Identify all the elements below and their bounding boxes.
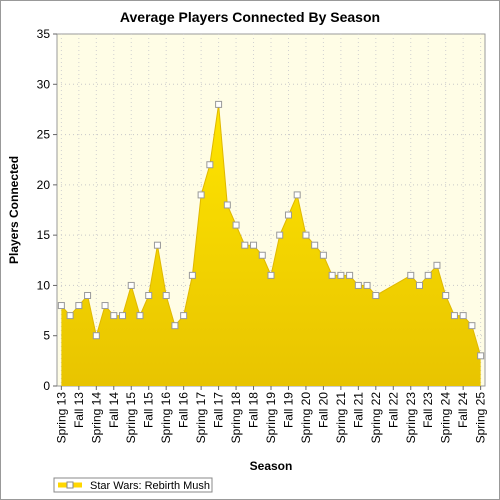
y-tick-label: 15 xyxy=(37,228,51,242)
data-point xyxy=(477,352,485,360)
data-point xyxy=(442,291,450,299)
data-point xyxy=(232,221,240,229)
x-tick-label: Fall 23 xyxy=(421,392,435,428)
y-tick-label: 35 xyxy=(37,27,51,41)
x-tick-label: Spring 21 xyxy=(334,392,348,444)
legend: Star Wars: Rebirth Mush xyxy=(53,477,213,493)
data-point xyxy=(267,271,275,279)
y-axis: 0 5 10 15 20 25 30 35 xyxy=(37,27,57,393)
data-point xyxy=(433,261,441,269)
data-point xyxy=(407,271,415,279)
data-point xyxy=(171,322,179,330)
x-tick-label: Spring 16 xyxy=(159,392,173,444)
data-point xyxy=(319,251,327,259)
data-point xyxy=(92,332,100,340)
data-point xyxy=(459,312,467,320)
data-point xyxy=(293,191,301,199)
data-point xyxy=(153,241,161,249)
data-point xyxy=(241,241,249,249)
x-tick-label: Fall 24 xyxy=(456,392,470,428)
data-point xyxy=(223,201,231,209)
data-point xyxy=(145,291,153,299)
data-point xyxy=(276,231,284,239)
x-tick-label: Spring 23 xyxy=(404,392,418,444)
data-point xyxy=(424,271,432,279)
y-axis-title: Players Connected xyxy=(7,156,21,264)
legend-label: Star Wars: Rebirth Mush xyxy=(90,480,210,492)
data-point xyxy=(84,291,92,299)
x-tick-label: Spring 15 xyxy=(124,392,138,444)
data-point xyxy=(328,271,336,279)
x-tick-label: Fall 14 xyxy=(107,392,121,428)
x-tick-label: Fall 16 xyxy=(177,392,191,428)
data-point xyxy=(188,271,196,279)
y-tick-label: 0 xyxy=(43,379,50,393)
data-point xyxy=(119,312,127,320)
x-tick-label: Spring 17 xyxy=(194,392,208,444)
x-tick-label: Fall 17 xyxy=(212,392,226,428)
legend-swatch-marker xyxy=(66,481,74,489)
data-point xyxy=(258,251,266,259)
area-fill xyxy=(61,104,481,387)
data-point xyxy=(206,161,214,169)
y-tick-label: 5 xyxy=(43,329,50,343)
data-point xyxy=(197,191,205,199)
x-tick-label: Fall 22 xyxy=(386,392,400,428)
x-tick-label: Fall 13 xyxy=(72,392,86,428)
data-point xyxy=(215,100,223,108)
x-tick-label: Spring 22 xyxy=(369,392,383,444)
chart-title: Average Players Connected By Season xyxy=(120,9,380,25)
data-point xyxy=(101,302,109,310)
data-point xyxy=(250,241,258,249)
y-tick-label: 30 xyxy=(37,77,51,91)
data-point xyxy=(162,291,170,299)
data-point xyxy=(337,271,345,279)
x-tick-label: Spring 20 xyxy=(299,392,313,444)
x-tick-label: Spring 19 xyxy=(264,392,278,444)
x-tick-label: Fall 18 xyxy=(247,392,261,428)
y-tick-label: 25 xyxy=(37,128,51,142)
data-point xyxy=(372,291,380,299)
data-point xyxy=(127,281,135,289)
y-tick-label: 20 xyxy=(37,178,51,192)
legend-box xyxy=(53,477,213,493)
x-tick-label: Fall 21 xyxy=(351,392,365,428)
data-point xyxy=(311,241,319,249)
data-point xyxy=(363,281,371,289)
x-tick-label: Fall 19 xyxy=(281,392,295,428)
data-point xyxy=(346,271,354,279)
x-tick-label: Spring 24 xyxy=(439,392,453,444)
data-point xyxy=(66,312,74,320)
data-point xyxy=(302,231,310,239)
x-tick-label: Spring 18 xyxy=(229,392,243,444)
x-tick-label: Spring 14 xyxy=(89,392,103,444)
series-markers xyxy=(57,100,485,360)
x-tick-label: Fall 15 xyxy=(142,392,156,428)
y-tick-label: 10 xyxy=(37,278,51,292)
data-point xyxy=(75,302,83,310)
x-tick-label: Spring 13 xyxy=(54,392,68,444)
data-point xyxy=(110,312,118,320)
x-tick-label: Spring 25 xyxy=(474,392,488,444)
data-point xyxy=(450,312,458,320)
data-point xyxy=(57,302,65,310)
x-tick-label: Fall 20 xyxy=(316,392,330,428)
x-axis-title: Season xyxy=(250,459,293,473)
data-point xyxy=(284,211,292,219)
data-point xyxy=(180,312,188,320)
x-axis: Spring 13 Fall 13 Spring 14 Fall 14 Spring 1… xyxy=(54,386,488,444)
data-point xyxy=(468,322,476,330)
data-point xyxy=(415,281,423,289)
data-point xyxy=(354,281,362,289)
data-point xyxy=(136,312,144,320)
